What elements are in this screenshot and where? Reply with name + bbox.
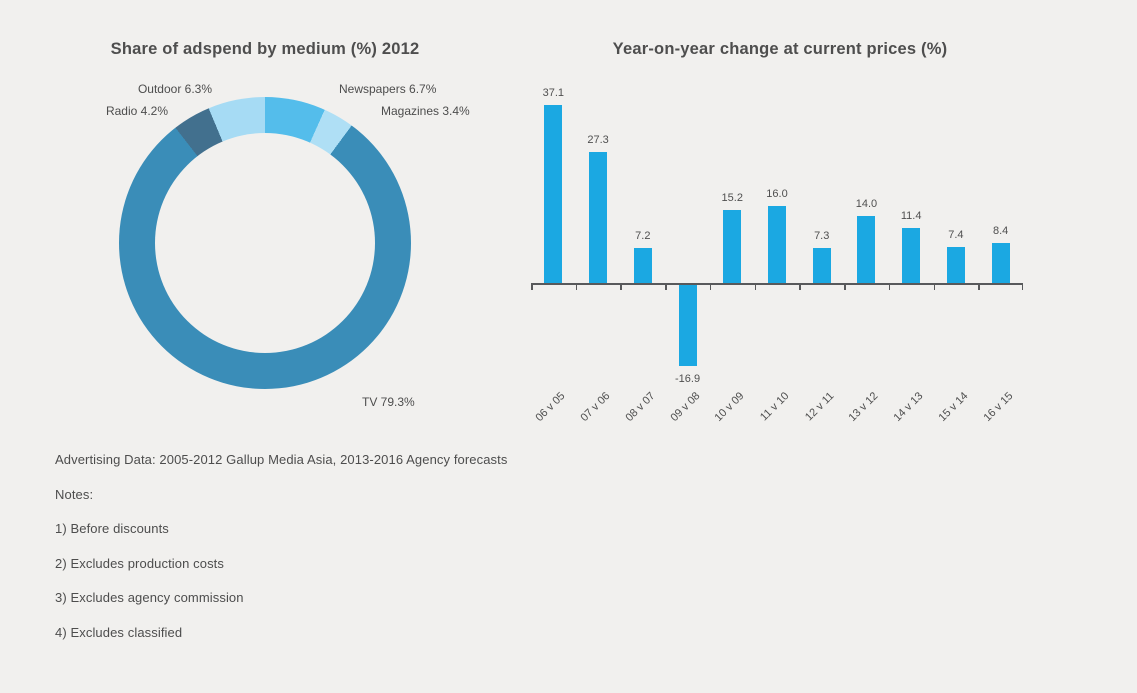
donut-label-tv: TV 79.3% [362,395,415,409]
bar-value-label: 8.4 [992,224,1009,237]
bar-13v12 [857,215,876,283]
x-axis-label: 09 v 08 [668,390,703,425]
x-axis-label: 10 v 09 [712,390,747,425]
axis-tick [844,285,846,290]
bar-15v14 [946,247,965,283]
bar-chart-title: Year-on-year change at current prices (%… [612,39,948,58]
x-axis-label: 16 v 15 [981,390,1016,425]
axis-tick [575,285,578,290]
x-axis-label: 07 v 06 [578,390,613,425]
axis-tick [665,285,667,290]
x-axis-label: 08 v 07 [623,390,658,425]
bar-07v06 [589,151,608,283]
axis-tick [620,285,622,290]
bar-value-label: 14.0 [855,197,878,210]
donut-hole [155,133,375,353]
bar-08v07 [633,248,652,283]
axis-tick [709,285,712,290]
donut-chart-title: Share of adspend by medium (%) 2012 [110,39,420,58]
axis-tick [799,285,801,290]
bar-value-label: 11.4 [900,210,922,223]
note-item: 4) Excludes classified [55,624,183,640]
donut-label-newspapers: Newspapers 6.7% [339,82,437,96]
bar-value-label: 27.3 [587,133,609,146]
note-item: 2) Excludes production costs [55,555,224,571]
bar-value-label: -16.9 [674,373,701,386]
x-axis-label: 11 v 10 [758,390,792,424]
donut-ring [119,97,411,389]
x-axis-label: 13 v 12 [846,390,881,425]
axis-tick [933,285,936,290]
bar-09v08 [678,285,697,367]
donut-label-radio: Radio 4.2% [105,104,168,118]
donut-label-outdoor: Outdoor 6.3% [137,82,212,96]
donut-label-magazines: Magazines 3.4% [381,104,470,118]
x-axis [531,283,1023,285]
bar-10v09 [723,210,742,283]
bar-plot-area: 37.1 06 v 05 27.3 07 v 06 7.2 08 v 07 -16.9 09 … [531,87,1023,440]
bar-value-label: 16.0 [766,188,788,201]
bar-value-label: 7.4 [948,229,964,242]
axis-tick [531,285,533,290]
bar-value-label: 15.2 [721,192,743,205]
source-note: Advertising Data: 2005-2012 Gallup Media… [55,452,508,467]
x-axis-label: 15 v 14 [936,390,971,425]
axis-tick [754,285,757,290]
bar-value-label: 37.1 [542,86,565,99]
note-item: 1) Before discounts [55,521,169,536]
bar-value-label: 7.3 [814,229,830,242]
x-axis-label: 12 v 11 [802,390,837,424]
x-axis-label: 06 v 05 [533,390,568,425]
axis-tick [888,285,891,290]
x-axis-label: 14 v 13 [891,390,926,425]
bar-value-label: 7.2 [635,230,651,243]
adspend-share-chart: Share of adspend by medium (%) 2012 Outd… [0,0,520,450]
axis-tick [1021,285,1023,290]
bar-14v13 [902,228,921,283]
bar-06v05 [544,104,563,283]
notes-heading: Notes: [55,486,94,502]
footnotes: Advertising Data: 2005-2012 Gallup Media… [55,453,755,660]
axis-tick [978,285,980,290]
yoy-change-chart: Year-on-year change at current prices (%… [520,0,1137,450]
bar-11v10 [768,206,786,283]
bar-12v11 [812,247,831,283]
bar-16v15 [991,242,1010,283]
note-item: 3) Excludes agency commission [55,590,244,605]
